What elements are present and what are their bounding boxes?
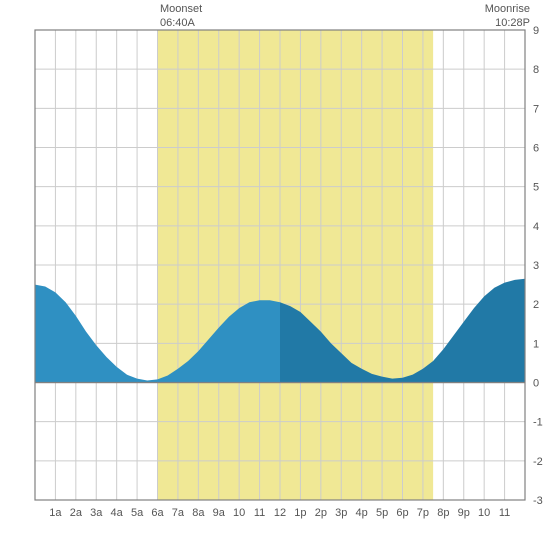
svg-text:7a: 7a (172, 507, 185, 519)
svg-text:8: 8 (533, 64, 539, 76)
svg-text:10: 10 (233, 507, 245, 519)
svg-text:7: 7 (533, 103, 539, 115)
svg-text:2a: 2a (70, 507, 83, 519)
svg-text:2p: 2p (315, 507, 327, 519)
svg-text:-1: -1 (533, 417, 543, 429)
chart-svg: -3-2-101234567891a2a3a4a5a6a7a8a9a101112… (0, 0, 550, 550)
svg-text:11: 11 (499, 507, 510, 519)
svg-text:3: 3 (533, 260, 539, 272)
svg-text:6p: 6p (396, 507, 408, 519)
svg-text:6: 6 (533, 143, 539, 155)
svg-text:-3: -3 (533, 495, 543, 507)
moonset-annotation: Moonset 06:40A (160, 2, 202, 31)
svg-text:9: 9 (533, 25, 539, 37)
svg-text:5p: 5p (376, 507, 388, 519)
svg-text:8a: 8a (192, 507, 205, 519)
svg-text:5: 5 (533, 182, 539, 194)
svg-text:5a: 5a (131, 507, 144, 519)
svg-text:3a: 3a (90, 507, 103, 519)
moonset-title: Moonset (160, 2, 202, 16)
moonrise-title: Moonrise (485, 2, 530, 16)
moonrise-time: 10:28P (485, 16, 530, 30)
svg-text:-2: -2 (533, 456, 543, 468)
svg-text:8p: 8p (437, 507, 449, 519)
svg-text:2: 2 (533, 299, 539, 311)
svg-text:4a: 4a (111, 507, 124, 519)
svg-text:1a: 1a (49, 507, 62, 519)
svg-text:9a: 9a (213, 507, 226, 519)
svg-text:4: 4 (533, 221, 539, 233)
tide-chart: Moonset 06:40A Moonrise 10:28P -3-2-1012… (0, 0, 550, 550)
moonset-time: 06:40A (160, 16, 202, 30)
svg-text:1: 1 (533, 338, 539, 350)
svg-text:9p: 9p (458, 507, 470, 519)
svg-text:1p: 1p (294, 507, 306, 519)
svg-text:4p: 4p (356, 507, 368, 519)
svg-text:10: 10 (478, 507, 490, 519)
svg-text:0: 0 (533, 378, 539, 390)
svg-text:6a: 6a (151, 507, 164, 519)
svg-text:11: 11 (254, 507, 265, 519)
moonrise-annotation: Moonrise 10:28P (485, 2, 530, 31)
svg-text:3p: 3p (335, 507, 347, 519)
svg-text:7p: 7p (417, 507, 429, 519)
svg-text:12: 12 (274, 507, 286, 519)
